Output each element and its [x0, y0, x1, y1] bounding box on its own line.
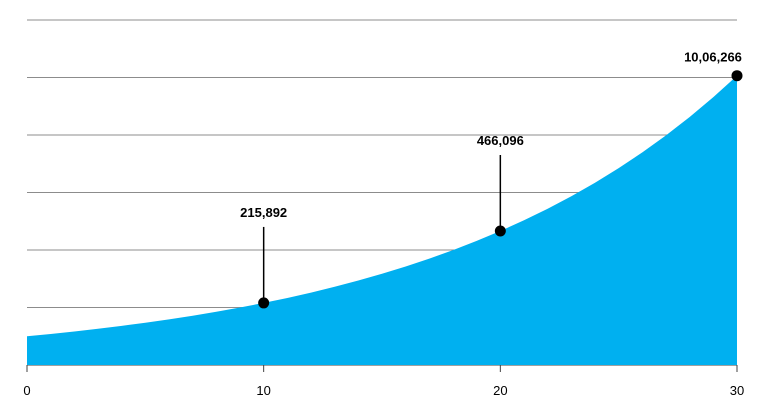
area	[27, 75, 737, 365]
x-tick-label: 30	[730, 383, 744, 398]
data-point	[258, 297, 270, 309]
x-tick-label: 20	[493, 383, 507, 398]
data-point	[494, 225, 506, 237]
x-tick-label: 10	[256, 383, 270, 398]
data-label: 466,096	[477, 133, 524, 148]
data-label: 215,892	[240, 205, 287, 220]
data-label: 10,06,266	[684, 50, 742, 65]
x-tick-label: 0	[23, 383, 30, 398]
data-point	[731, 70, 743, 82]
